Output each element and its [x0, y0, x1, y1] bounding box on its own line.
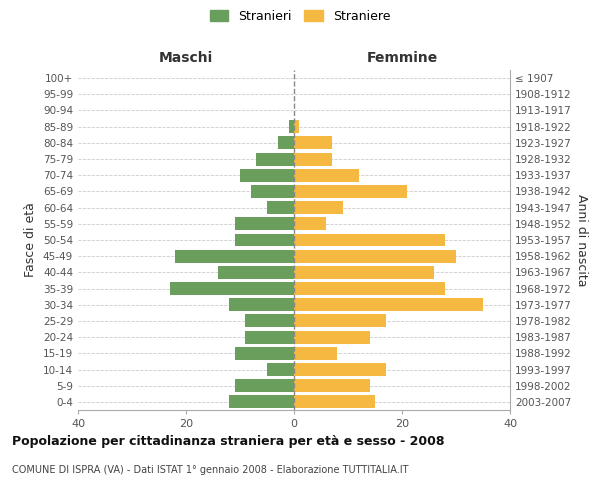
- Text: Popolazione per cittadinanza straniera per età e sesso - 2008: Popolazione per cittadinanza straniera p…: [12, 435, 445, 448]
- Bar: [235, 347, 294, 360]
- Bar: [294, 185, 407, 198]
- Bar: [294, 282, 445, 295]
- Bar: [278, 136, 294, 149]
- Y-axis label: Fasce di età: Fasce di età: [25, 202, 37, 278]
- Bar: [294, 314, 386, 328]
- Bar: [229, 298, 294, 311]
- Bar: [175, 250, 294, 262]
- Text: COMUNE DI ISPRA (VA) - Dati ISTAT 1° gennaio 2008 - Elaborazione TUTTITALIA.IT: COMUNE DI ISPRA (VA) - Dati ISTAT 1° gen…: [12, 465, 409, 475]
- Bar: [235, 234, 294, 246]
- Legend: Stranieri, Straniere: Stranieri, Straniere: [206, 6, 394, 26]
- Bar: [294, 120, 299, 133]
- Bar: [251, 185, 294, 198]
- Bar: [294, 201, 343, 214]
- Bar: [170, 282, 294, 295]
- Bar: [267, 363, 294, 376]
- Bar: [294, 330, 370, 344]
- Bar: [235, 218, 294, 230]
- Bar: [267, 201, 294, 214]
- Bar: [294, 298, 483, 311]
- Bar: [294, 347, 337, 360]
- Bar: [289, 120, 294, 133]
- Text: Maschi: Maschi: [159, 51, 213, 65]
- Bar: [294, 250, 456, 262]
- Bar: [294, 218, 326, 230]
- Bar: [294, 266, 434, 279]
- Bar: [245, 314, 294, 328]
- Bar: [294, 234, 445, 246]
- Bar: [240, 169, 294, 181]
- Bar: [294, 136, 332, 149]
- Bar: [294, 152, 332, 166]
- Y-axis label: Anni di nascita: Anni di nascita: [575, 194, 588, 286]
- Text: Femmine: Femmine: [367, 51, 437, 65]
- Bar: [229, 396, 294, 408]
- Bar: [294, 379, 370, 392]
- Bar: [218, 266, 294, 279]
- Bar: [294, 363, 386, 376]
- Bar: [245, 330, 294, 344]
- Bar: [256, 152, 294, 166]
- Bar: [294, 169, 359, 181]
- Bar: [235, 379, 294, 392]
- Bar: [294, 396, 375, 408]
